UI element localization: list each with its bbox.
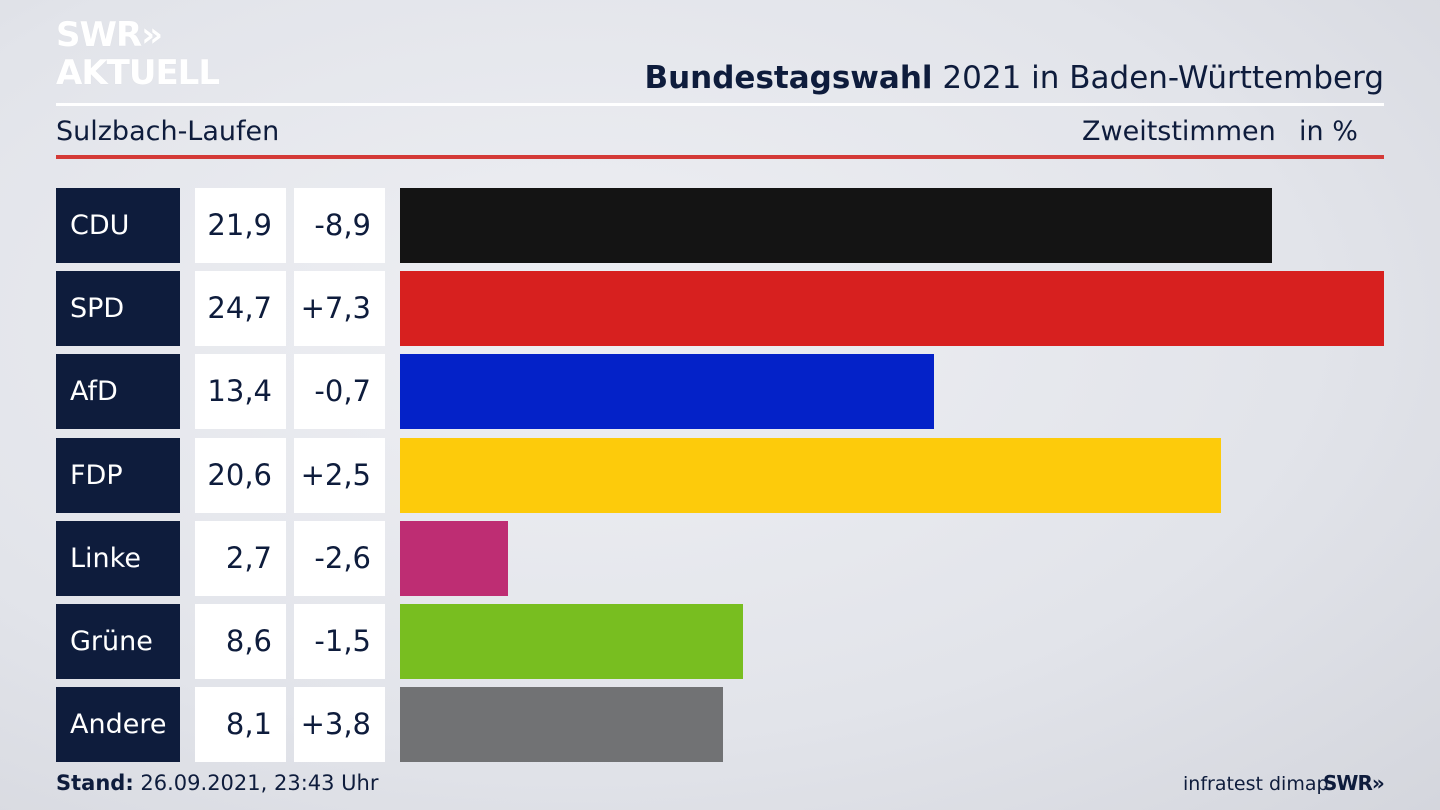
bar <box>400 354 934 430</box>
chart-row-grüne: Grüne 8,6 -1,5 <box>0 604 1440 679</box>
timestamp: Stand: 26.09.2021, 23:43 Uhr <box>56 771 379 795</box>
chart-row-spd: SPD 24,7 +7,3 <box>0 271 1440 347</box>
chart-row-afd: AfD 13,4 -0,7 <box>0 354 1440 430</box>
change-label: +7,3 <box>294 271 385 347</box>
value-label: 2,7 <box>195 520 286 596</box>
change-label: -1,5 <box>294 604 385 679</box>
chart-row-cdu: CDU 21,9 -8,9 <box>0 188 1440 263</box>
logo-line-2: AKTUELL <box>56 53 220 93</box>
chart-row-linke: Linke 2,7 -2,6 <box>0 520 1440 596</box>
bar <box>400 271 1384 347</box>
chart-row-fdp: FDP 20,6 +2,5 <box>0 437 1440 513</box>
party-label: Grüne <box>56 604 180 679</box>
value-label: 20,6 <box>195 437 286 513</box>
value-label: 8,1 <box>195 687 286 763</box>
party-label: CDU <box>56 188 180 263</box>
value-label: 13,4 <box>195 354 286 430</box>
accent-divider <box>56 155 1384 159</box>
value-label: 24,7 <box>195 271 286 347</box>
logo-line-1: SWR» <box>56 15 163 55</box>
bar <box>400 437 1221 513</box>
swr-footer-logo: SWR» <box>1323 771 1385 795</box>
change-label: +2,5 <box>294 437 385 513</box>
value-label: 21,9 <box>195 188 286 263</box>
change-label: -2,6 <box>294 520 385 596</box>
change-label: -0,7 <box>294 354 385 430</box>
bar <box>400 520 508 596</box>
party-label: Linke <box>56 520 180 596</box>
swr-aktuell-logo: SWR» AKTUELL <box>56 18 226 90</box>
bar <box>400 687 723 763</box>
page-title: Bundestagswahl 2021 in Baden-Württemberg <box>644 60 1384 96</box>
party-label: FDP <box>56 437 180 513</box>
change-label: +3,8 <box>294 687 385 763</box>
header-divider <box>56 103 1384 106</box>
change-label: -8,9 <box>294 188 385 263</box>
source-credit: infratest dimap <box>1183 773 1329 795</box>
party-label: AfD <box>56 354 180 430</box>
title-bold: Bundestagswahl <box>644 60 933 96</box>
party-label: SPD <box>56 271 180 347</box>
value-label: 8,6 <box>195 604 286 679</box>
title-rest: 2021 in Baden-Württemberg <box>932 60 1384 96</box>
chart-row-andere: Andere 8,1 +3,8 <box>0 687 1440 763</box>
bar <box>400 188 1272 263</box>
stand-value: 26.09.2021, 23:43 Uhr <box>133 771 379 795</box>
region-name: Sulzbach-Laufen <box>56 116 280 147</box>
stand-label: Stand: <box>56 771 134 795</box>
party-label: Andere <box>56 687 180 763</box>
unit-label: in % <box>1299 116 1358 147</box>
bar <box>400 604 743 679</box>
metric-label: Zweitstimmen <box>1082 116 1276 147</box>
